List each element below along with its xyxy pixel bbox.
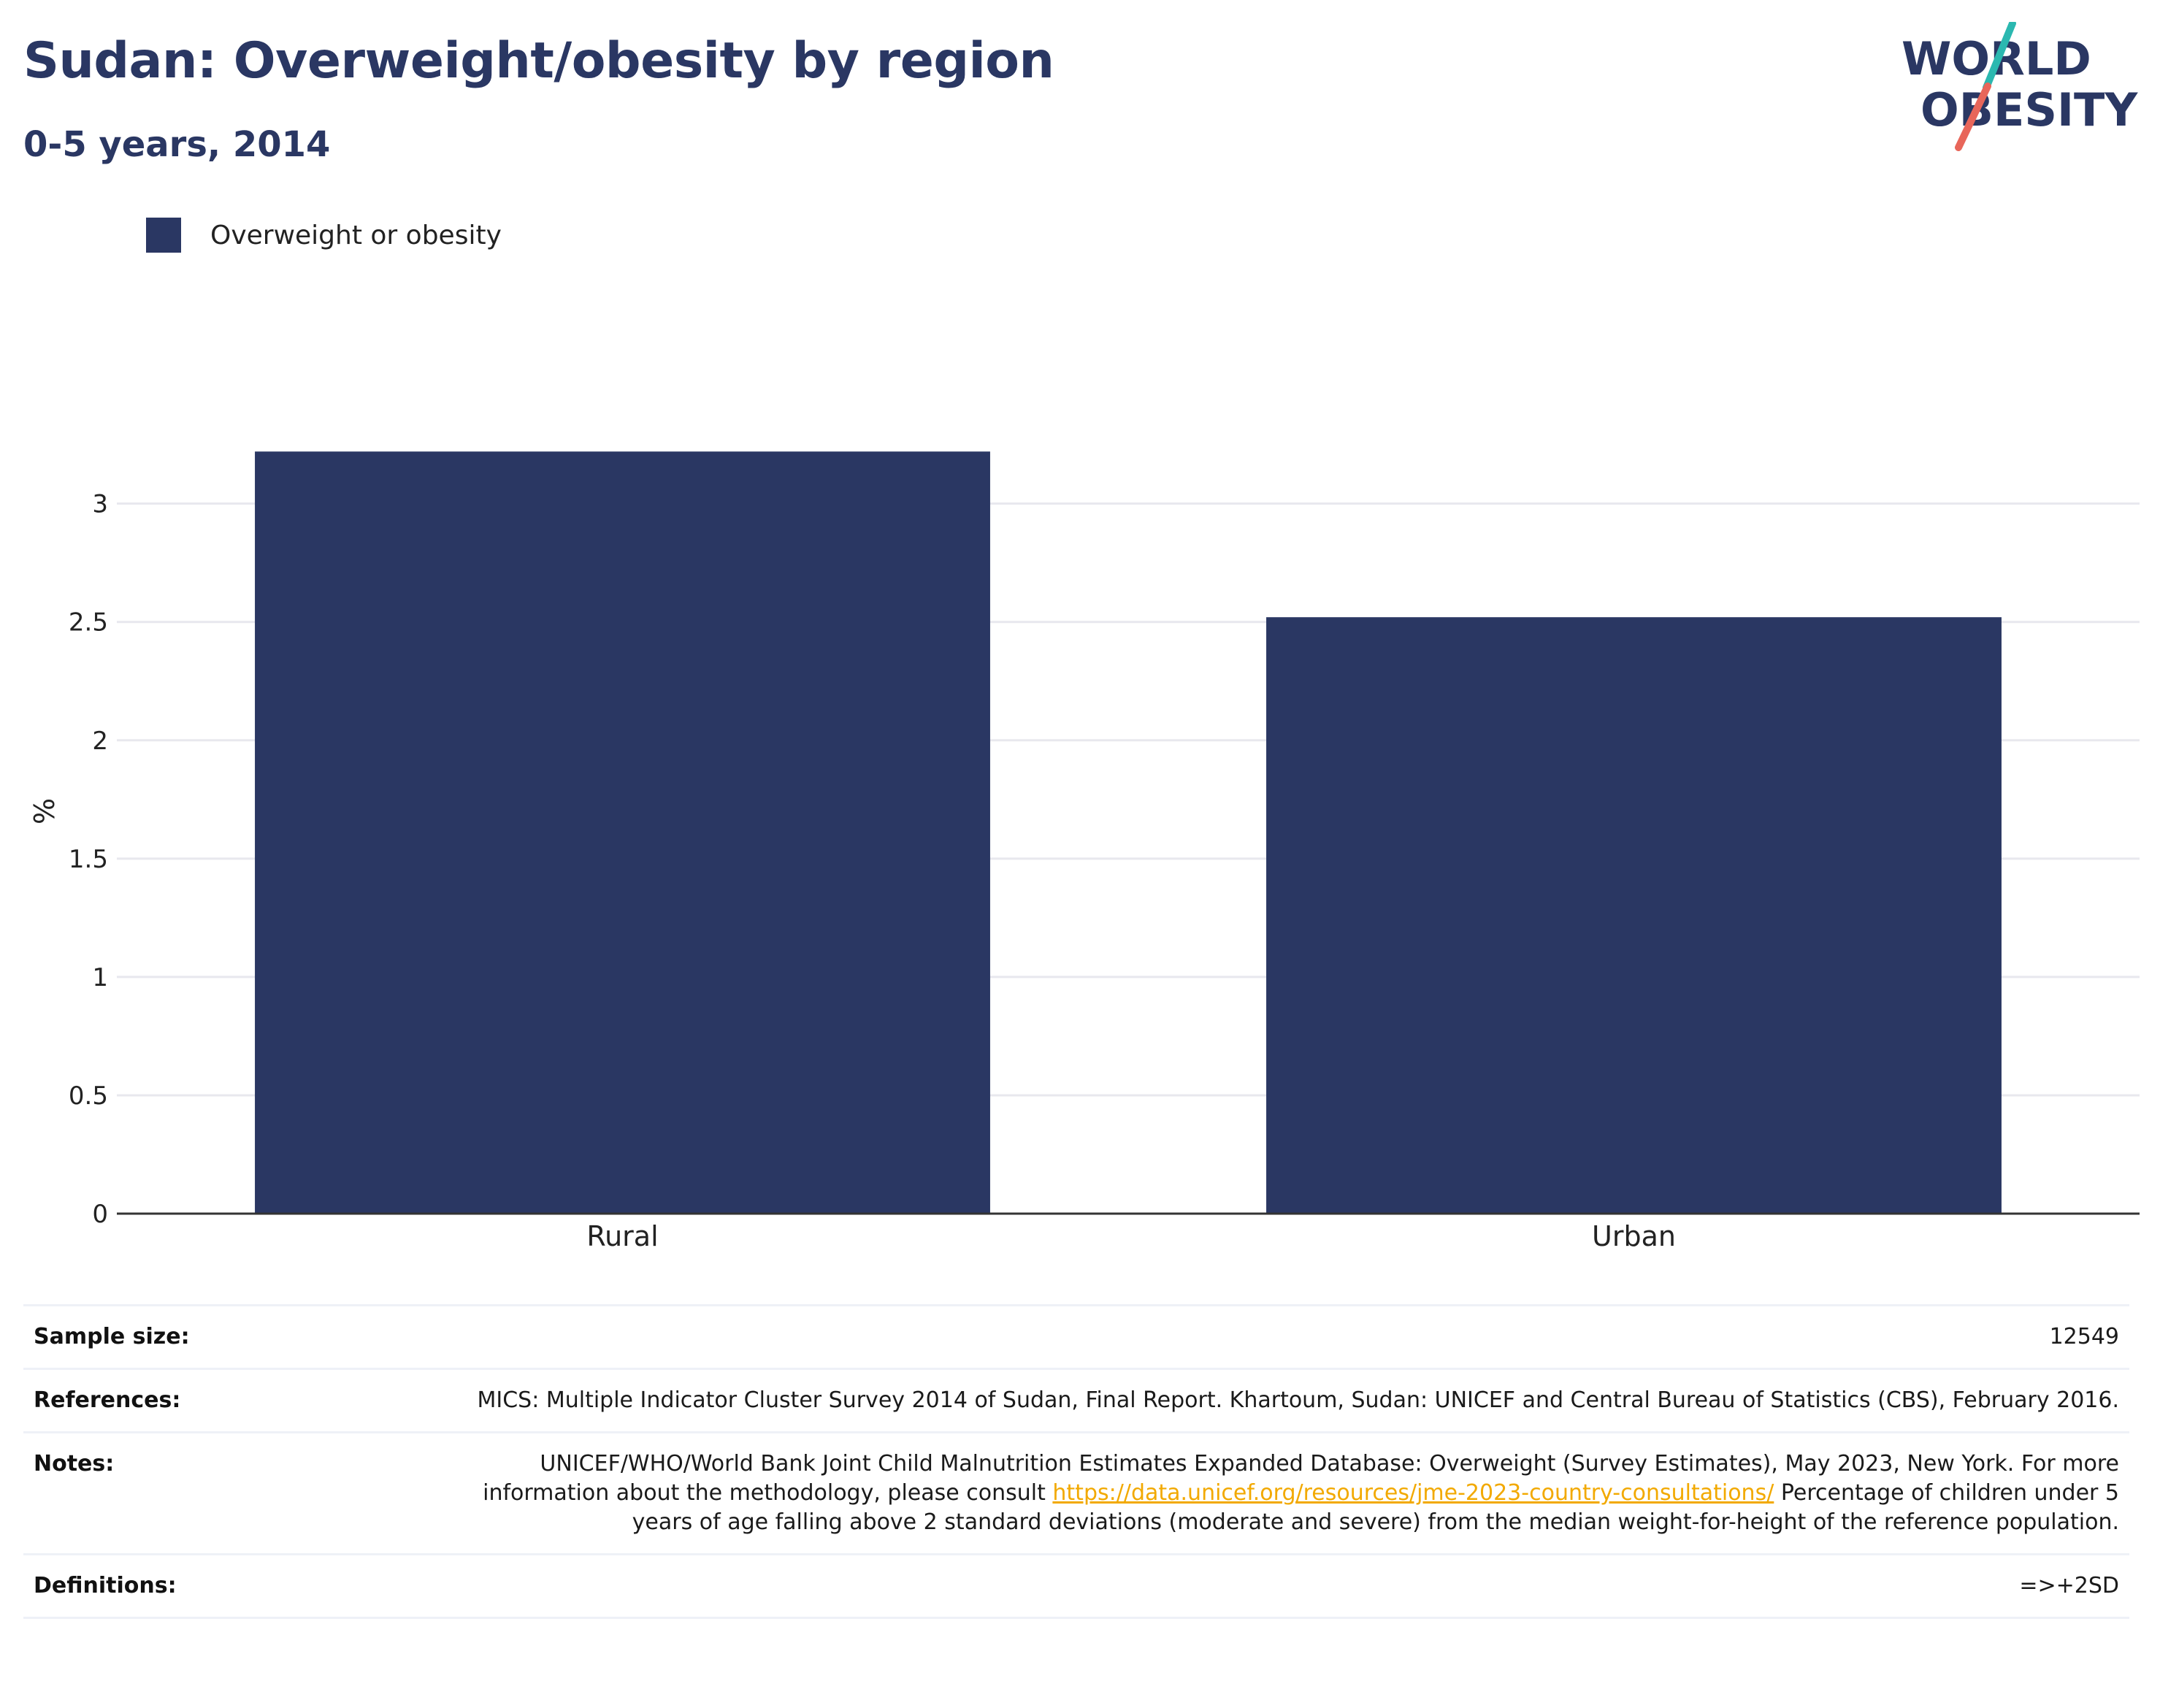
- y-tick-label: 1: [92, 963, 108, 992]
- notes-text-1: UNICEF/WHO/World Bank Joint Child Malnut…: [483, 1451, 2119, 1506]
- x-tick-label: Rural: [586, 1220, 658, 1252]
- y-tick-label: 3: [92, 490, 108, 519]
- references-label: References:: [34, 1387, 181, 1413]
- bar-urban[interactable]: [1266, 617, 2002, 1214]
- bar-rural[interactable]: [255, 451, 990, 1214]
- references-value: MICS: Multiple Indicator Cluster Survey …: [477, 1387, 2119, 1413]
- sample-size-label: Sample size:: [34, 1324, 190, 1349]
- y-tick-label: 0: [92, 1200, 108, 1229]
- world-obesity-logo: WORLD OBESITY: [1902, 22, 2138, 151]
- definitions-value: =>+2SD: [2019, 1573, 2119, 1598]
- notes-label: Notes:: [34, 1451, 115, 1477]
- y-tick-label: 2.5: [69, 608, 108, 637]
- y-axis-label: %: [28, 798, 61, 824]
- bar-chart: 0 0.5 1 1.5 2 2.5 3 Rural Urban%: [28, 451, 2140, 1252]
- logo-word-obesity: OBESITY: [1920, 83, 2138, 137]
- chart-subtitle: 0-5 years, 2014: [23, 124, 331, 165]
- definitions-row: Definitions: =>+2SD: [23, 1553, 2129, 1619]
- legend-swatch: [146, 218, 181, 253]
- x-tick-label: Urban: [1592, 1220, 1676, 1252]
- notes-link[interactable]: https://data.unicef.org/resources/jme-20…: [1052, 1480, 1774, 1506]
- logo-slash-top: [1983, 22, 2016, 91]
- info-table: Sample size: 12549 References: MICS: Mul…: [23, 1304, 2129, 1619]
- definitions-label: Definitions:: [34, 1573, 177, 1598]
- legend-label: Overweight or obesity: [210, 220, 502, 250]
- notes-text-2: Percentage of children under 5 years of …: [632, 1480, 2119, 1535]
- chart-title: Sudan: Overweight/obesity by region: [23, 32, 1054, 90]
- notes-value: UNICEF/WHO/World Bank Joint Child Malnut…: [443, 1449, 2119, 1537]
- notes-row: Notes: UNICEF/WHO/World Bank Joint Child…: [23, 1431, 2129, 1553]
- y-tick-label: 2: [92, 727, 108, 756]
- logo-slash-bottom: [1955, 83, 1991, 151]
- y-tick-label: 1.5: [69, 845, 108, 874]
- sample-size-row: Sample size: 12549: [23, 1304, 2129, 1368]
- chart-legend: Overweight or obesity: [146, 218, 502, 253]
- sample-size-value: 12549: [2049, 1324, 2119, 1349]
- references-row: References: MICS: Multiple Indicator Clu…: [23, 1368, 2129, 1431]
- y-tick-label: 0.5: [69, 1081, 108, 1111]
